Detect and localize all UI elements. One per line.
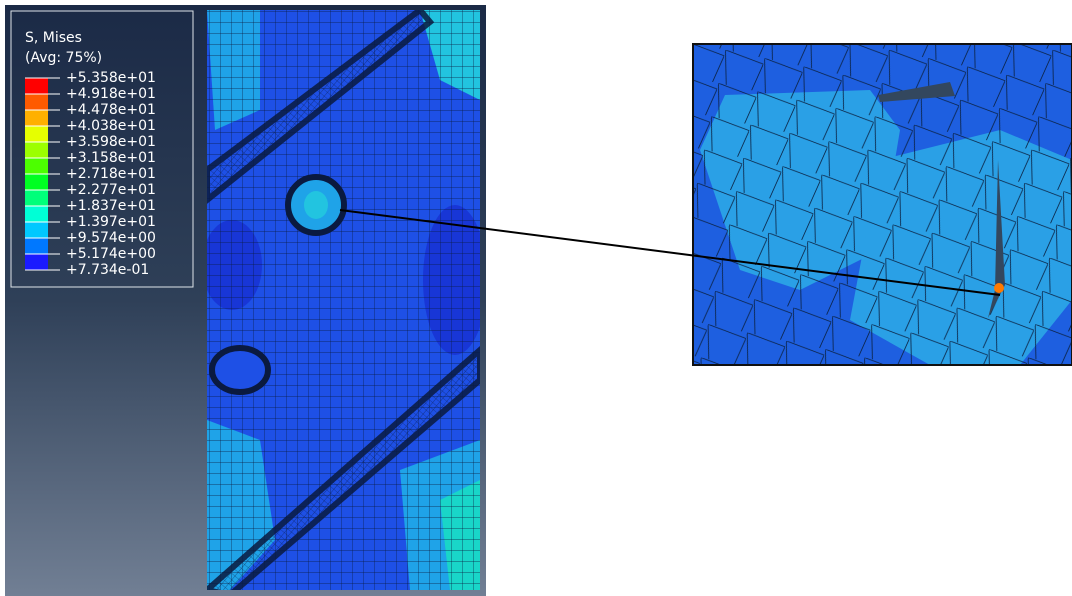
legend-title: S, Mises [25, 30, 82, 46]
legend-label: +2.718e+01 [66, 166, 156, 182]
legend-swatch [25, 110, 48, 126]
legend-swatch [25, 142, 48, 158]
legend-swatch [25, 126, 48, 142]
legend-label: +4.478e+01 [66, 102, 156, 118]
legend-label: +5.174e+00 [66, 246, 156, 262]
zoom-mesh [693, 44, 1072, 365]
legend-label: +4.038e+01 [66, 118, 156, 134]
legend-swatch [25, 190, 48, 206]
legend-label: +3.158e+01 [66, 150, 156, 166]
legend-label: +9.574e+00 [66, 230, 156, 246]
legend-label: +1.837e+01 [66, 198, 156, 214]
legend-subtitle: (Avg: 75%) [25, 50, 102, 66]
legend-swatch [25, 158, 48, 174]
legend-swatch [25, 94, 48, 110]
mesh-model [202, 10, 487, 595]
legend-label: +5.358e+01 [66, 70, 156, 86]
legend-swatch [25, 206, 48, 222]
legend: +5.358e+01+4.918e+01+4.478e+01+4.038e+01… [25, 70, 156, 278]
legend-label: +7.734e-01 [66, 262, 149, 278]
legend-label: +3.598e+01 [66, 134, 156, 150]
hotspot [994, 283, 1004, 293]
legend-swatch [25, 78, 48, 94]
legend-swatch [25, 238, 48, 254]
legend-label: +2.277e+01 [66, 182, 156, 198]
legend-label: +4.918e+01 [66, 86, 156, 102]
legend-swatch [25, 174, 48, 190]
figure: S, Mises (Avg: 75%) +5.358e+01+4.918e+01… [0, 0, 1072, 596]
page: S, Mises (Avg: 75%) +5.358e+01+4.918e+01… [0, 0, 1072, 596]
legend-swatch [25, 222, 48, 238]
legend-label: +1.397e+01 [66, 214, 156, 230]
legend-swatch [25, 254, 48, 270]
